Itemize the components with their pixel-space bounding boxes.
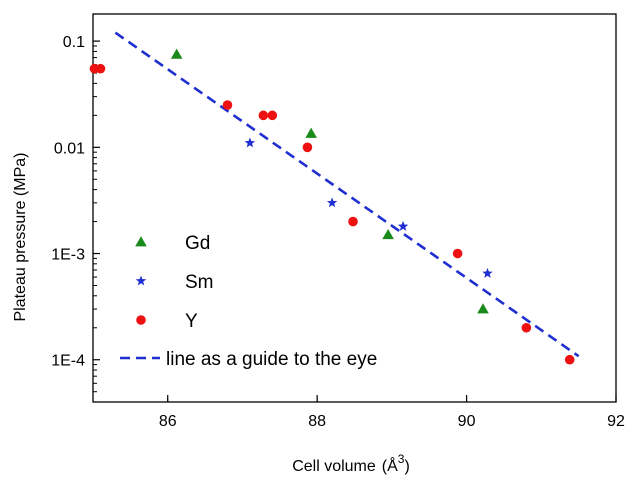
data-point-y bbox=[267, 110, 278, 121]
data-point-gd bbox=[477, 303, 489, 314]
x-axis-title: Cell volume (Å3) bbox=[292, 452, 410, 475]
plot-frame bbox=[92, 13, 617, 403]
data-point-y bbox=[95, 63, 106, 74]
y-tick-label: 0.1 bbox=[63, 34, 85, 51]
data-point-sm bbox=[397, 220, 409, 231]
data-point-sm bbox=[326, 197, 338, 208]
y-tick-label: 1E-4 bbox=[51, 353, 85, 370]
data-point-y bbox=[452, 248, 463, 259]
y-tick-label: 0.01 bbox=[54, 140, 85, 157]
legend-label-sm: Sm bbox=[185, 272, 214, 293]
data-point-y bbox=[302, 142, 313, 153]
plot-area-border bbox=[92, 13, 617, 403]
series-sm bbox=[244, 137, 493, 278]
legend-marker-sm bbox=[135, 275, 147, 286]
x-tick-label: 90 bbox=[458, 413, 476, 430]
data-point-gd bbox=[305, 127, 317, 138]
legend-marker-y bbox=[136, 315, 146, 325]
y-tick-label: 1E-3 bbox=[51, 247, 85, 264]
guide-line-group bbox=[114, 31, 580, 358]
legend-label-guide-line: line as a guide to the eye bbox=[166, 349, 377, 370]
legend-label-y: Y bbox=[185, 311, 198, 332]
legend-marker-gd bbox=[135, 236, 147, 247]
x-axis-title-unit: (Å bbox=[382, 456, 398, 475]
x-axis-title-text: Cell volume bbox=[292, 458, 376, 475]
series-gd bbox=[170, 48, 489, 314]
axis-ticks: 86 88 90 92 0.1 0.01 1E-3 1E-4 bbox=[51, 34, 625, 430]
data-point-y bbox=[564, 354, 575, 365]
x-tick-label: 92 bbox=[607, 413, 625, 430]
data-point-gd bbox=[382, 229, 394, 240]
x-axis-title-unit-close: ) bbox=[404, 458, 409, 475]
data-point-sm bbox=[244, 137, 256, 148]
data-point-y bbox=[521, 322, 532, 333]
data-point-sm bbox=[482, 267, 493, 278]
data-point-y bbox=[258, 110, 269, 121]
x-tick-label: 86 bbox=[159, 413, 177, 430]
data-points bbox=[89, 48, 575, 365]
y-axis-title: Plateau pressure (MPa) bbox=[12, 153, 29, 322]
guide-line bbox=[114, 31, 580, 358]
data-point-gd bbox=[170, 48, 183, 59]
data-point-y bbox=[348, 216, 358, 227]
x-axis-title-unit-sup: 3 bbox=[398, 452, 405, 466]
x-tick-label: 88 bbox=[308, 413, 326, 430]
legend-label-gd: Gd bbox=[185, 233, 210, 254]
series-y bbox=[89, 63, 575, 365]
data-point-y bbox=[222, 100, 233, 110]
